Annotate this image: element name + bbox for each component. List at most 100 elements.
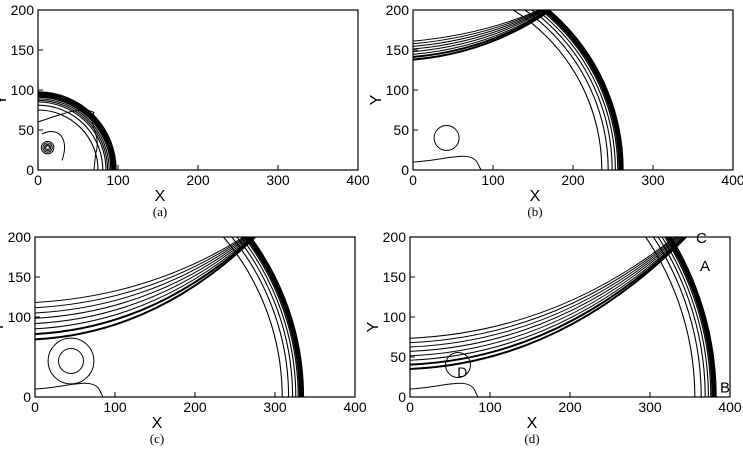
shock-contour [236, 237, 294, 397]
x-tick-label: 400 [721, 172, 743, 188]
y-tick-label: 150 [11, 42, 35, 58]
x-tick-label: 400 [346, 172, 370, 188]
x-tick-label: 200 [186, 172, 210, 188]
y-tick-label: 100 [386, 82, 410, 98]
contour-lines [410, 237, 717, 397]
shock-contour [230, 237, 290, 397]
bubble-contour [43, 143, 52, 152]
shock-contour [243, 237, 299, 397]
shock-contour [512, 10, 603, 170]
y-tick-label: 50 [390, 349, 406, 365]
panel-caption: (d) [524, 431, 539, 446]
shock-contour [661, 237, 709, 397]
shock-contour [652, 237, 702, 397]
reflected-wave-contour [35, 237, 256, 341]
shock-contour [541, 10, 620, 170]
shock-contour [38, 98, 110, 170]
contour-lines [413, 10, 624, 170]
reflected-wave-contour [410, 237, 684, 361]
x-tick-label: 100 [103, 399, 127, 415]
x-tick-label: 200 [183, 399, 207, 415]
plot-frame [37, 9, 359, 171]
y-tick-label: 50 [18, 122, 34, 138]
interior-contour [35, 382, 104, 397]
reflected-wave-contour [410, 237, 676, 339]
bubble-contour [47, 337, 95, 385]
reflected-wave-contour [413, 10, 540, 42]
shock-contour [644, 237, 696, 397]
interior-contour [41, 131, 65, 161]
panel-d: 0 100 200 300 400 0 50 100 150 200 X Y (d) CA B D [365, 229, 742, 446]
x-tick-label: 400 [343, 399, 367, 415]
x-tick-label: 100 [106, 172, 130, 188]
shock-contour [240, 237, 297, 397]
shock-contour [665, 237, 713, 397]
y-tick-label: 50 [393, 122, 409, 138]
x-tick-label: 100 [481, 172, 505, 188]
annotation-c: C [696, 230, 707, 247]
x-tick-label: 300 [263, 399, 287, 415]
reflected-wave-contour [35, 237, 248, 314]
y-tick-label: 150 [383, 269, 407, 285]
x-axis-label: X [152, 415, 163, 432]
x-tick-label: 0 [409, 172, 417, 188]
reflected-wave-contour [35, 237, 255, 336]
shock-contour [38, 94, 114, 170]
panel-b: 0 100 200 300 400 0 50 100 150 200 X Y (b) [368, 2, 743, 219]
x-tick-label: 0 [31, 399, 39, 415]
y-axis-label: Y [368, 94, 385, 105]
shock-contour [539, 10, 619, 170]
panel-c: 0 100 200 300 400 0 100 150 200 X Y (c) [0, 229, 367, 446]
x-tick-label: 300 [641, 172, 665, 188]
shock-contour [657, 237, 706, 397]
shock-contour [244, 237, 300, 397]
reflected-wave-contour [410, 237, 686, 366]
shock-contour [38, 101, 107, 170]
shock-contour [668, 237, 717, 397]
shock-contour [542, 10, 622, 170]
panel-a: 0 100 200 300 400 0 50 100 150 200 X Y (a) [0, 2, 370, 219]
reflected-wave-contour [35, 237, 249, 319]
shock-contour [544, 10, 623, 170]
shock-contour [222, 237, 283, 397]
panel-caption: (c) [150, 431, 164, 446]
shock-contour [38, 99, 109, 170]
y-axis-label: Y [0, 321, 7, 332]
shock-contour [38, 104, 104, 170]
annotation-d: D [457, 364, 467, 380]
x-axis-label: X [527, 415, 538, 432]
y-tick-label: 200 [11, 2, 35, 18]
reflected-wave-contour [410, 237, 679, 348]
shock-contour [38, 92, 116, 170]
x-tick-label: 200 [561, 172, 585, 188]
reflected-wave-contour [35, 237, 251, 325]
contour-lines [38, 91, 117, 170]
panel-caption: (b) [527, 204, 542, 219]
shock-contour [523, 10, 609, 170]
y-axis-label: Y [365, 321, 382, 332]
bubble-contour [40, 140, 55, 155]
bubble-contour [58, 348, 84, 374]
panel-caption: (a) [153, 204, 167, 219]
reflected-wave-contour [413, 10, 547, 53]
shock-contour [38, 96, 112, 170]
reflected-wave-contour [413, 10, 548, 55]
x-tick-label: 0 [34, 172, 42, 188]
reflected-wave-contour [413, 10, 545, 50]
reflected-wave-contour [35, 237, 246, 309]
shock-contour [535, 10, 616, 170]
y-tick-label: 200 [383, 229, 407, 245]
annotation-b: B [720, 380, 730, 397]
x-tick-label: 100 [478, 399, 502, 415]
x-axis-label: X [530, 188, 541, 205]
x-tick-label: 400 [718, 399, 742, 415]
y-tick-label: 150 [8, 269, 32, 285]
shock-contour [530, 10, 613, 170]
reflected-wave-contour [413, 10, 550, 58]
reflected-wave-contour [410, 237, 687, 370]
reflected-wave-contour [35, 237, 253, 330]
y-tick-label: 0 [398, 389, 406, 405]
interior-contour [413, 155, 482, 170]
x-tick-label: 200 [558, 399, 582, 415]
bubble-contour [45, 145, 50, 150]
